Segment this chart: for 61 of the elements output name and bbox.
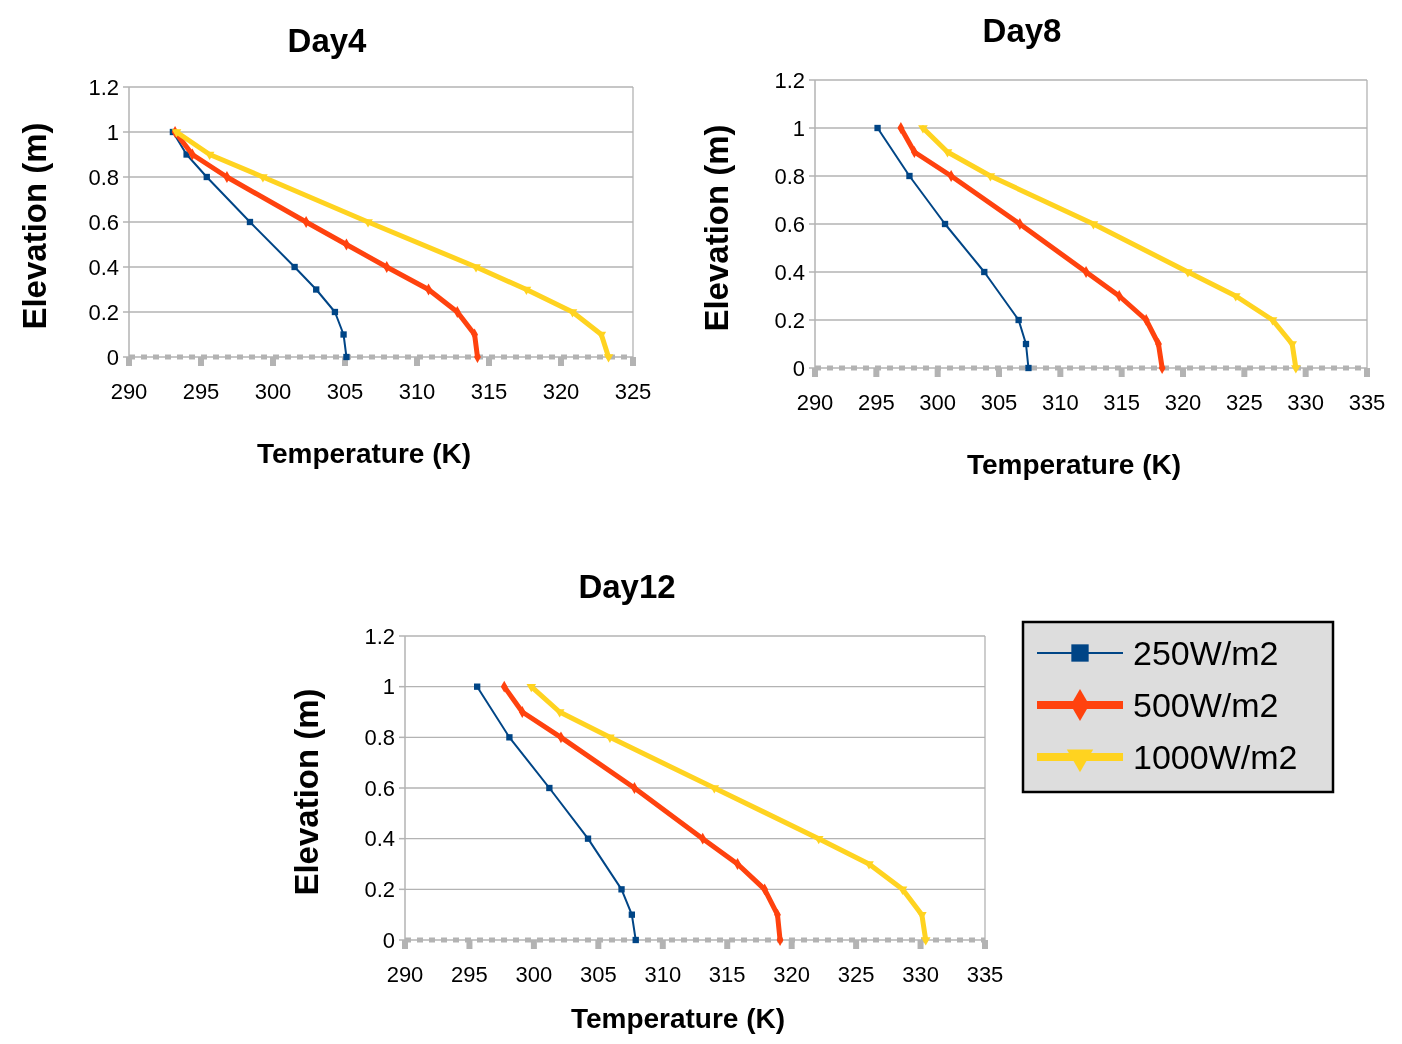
y-tick-label: 0.6: [364, 775, 395, 801]
x-tick-label: 335: [966, 962, 1004, 987]
x-axis-title: Temperature (K): [256, 438, 472, 469]
x-tick-label: 315: [708, 962, 746, 987]
x-tick-label: 300: [254, 379, 292, 404]
x-axis-title: Temperature (K): [966, 449, 1182, 480]
x-tick-label: 305: [579, 962, 617, 987]
y-tick-label: 1.2: [364, 623, 395, 649]
chart-title: Day8: [982, 12, 1062, 49]
x-tick-label: 300: [919, 390, 957, 415]
y-tick-label: 0.8: [88, 164, 119, 190]
x-tick-label: 325: [614, 379, 652, 404]
y-tick-label: 0.2: [364, 877, 395, 903]
y-tick-label: 0.6: [774, 211, 805, 237]
chart-title: Day4: [287, 22, 368, 59]
x-tick-label: 335: [1348, 390, 1386, 415]
y-tick-label: 1: [382, 674, 395, 700]
x-tick-label: 310: [398, 379, 436, 404]
y-axis-title: Elevation (m): [698, 124, 735, 332]
x-axis-title: Temperature (K): [570, 1003, 786, 1034]
x-tick-label: 305: [980, 390, 1018, 415]
x-tick-label: 295: [857, 390, 895, 415]
x-tick-label: 310: [644, 962, 682, 987]
x-tick-label: 325: [1225, 390, 1263, 415]
x-tick-label: 290: [386, 962, 424, 987]
x-tick-label: 325: [837, 962, 875, 987]
y-tick-label: 0.4: [774, 259, 805, 285]
y-tick-label: 0.6: [88, 209, 119, 235]
x-tick-label: 320: [1164, 390, 1202, 415]
y-tick-label: 0.4: [364, 826, 395, 852]
y-tick-label: 1: [106, 119, 119, 145]
legend-label: 1000W/m2: [1133, 737, 1298, 776]
x-tick-label: 320: [773, 962, 811, 987]
y-tick-label: 0.8: [774, 163, 805, 189]
y-tick-label: 1.2: [88, 74, 119, 100]
y-axis-title: Elevation (m): [288, 688, 325, 896]
x-tick-label: 315: [1103, 390, 1141, 415]
chart-title: Day12: [578, 568, 676, 605]
x-tick-label: 315: [470, 379, 508, 404]
y-tick-label: 0.4: [88, 254, 119, 280]
x-tick-label: 290: [110, 379, 148, 404]
x-tick-label: 310: [1041, 390, 1079, 415]
y-tick-label: 0.2: [88, 299, 119, 325]
y-tick-label: 1.2: [774, 67, 805, 93]
x-tick-label: 320: [542, 379, 580, 404]
x-tick-label: 305: [326, 379, 364, 404]
y-tick-label: 0.8: [364, 725, 395, 751]
x-tick-label: 300: [515, 962, 553, 987]
y-tick-label: 0.2: [774, 307, 805, 333]
legend-label: 250W/m2: [1133, 633, 1279, 672]
x-tick-label: 330: [1287, 390, 1325, 415]
y-axis-title: Elevation (m): [16, 122, 53, 330]
x-tick-label: 290: [796, 390, 834, 415]
y-tick-label: 0: [382, 927, 395, 953]
legend-label: 500W/m2: [1133, 685, 1279, 724]
x-tick-label: 330: [902, 962, 939, 987]
y-tick-label: 0: [106, 344, 119, 370]
x-tick-label: 295: [182, 379, 220, 404]
y-tick-label: 1: [792, 115, 805, 141]
x-tick-label: 295: [451, 962, 488, 987]
y-tick-label: 0: [792, 355, 805, 381]
